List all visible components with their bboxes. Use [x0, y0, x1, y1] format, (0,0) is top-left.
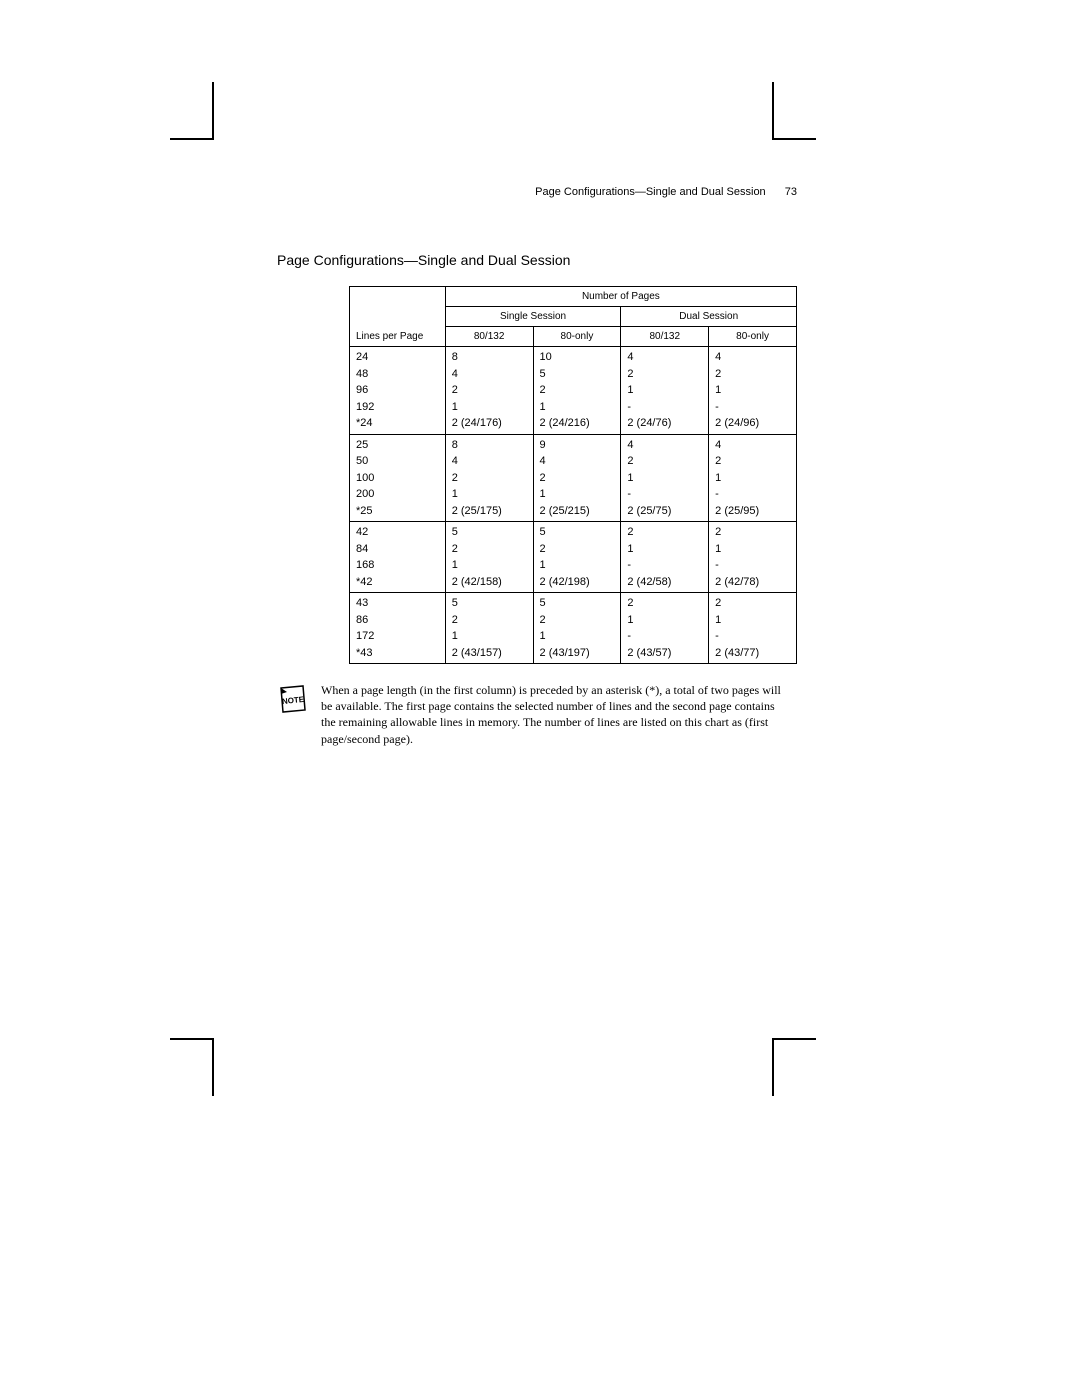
running-header-title: Page Configurations—Single and Dual Sess… [535, 186, 766, 198]
note-text: When a page length (in the first column)… [321, 682, 791, 747]
th-dual-80-only: 80-only [709, 327, 797, 347]
note-block: NOTE When a page length (in the first co… [277, 682, 797, 747]
th-single-80-only: 80-only [533, 327, 621, 347]
th-single-80-132: 80/132 [445, 327, 533, 347]
cell-single-80-only: 9 4 2 1 2 (25/215) [533, 434, 621, 522]
crop-mark-bottom-left [170, 1038, 214, 1096]
th-lines-per-page: Lines per Page [350, 287, 446, 347]
cell-single-80-132: 5 2 1 2 (42/158) [445, 522, 533, 593]
cell-single-80-only: 10 5 2 1 2 (24/216) [533, 347, 621, 435]
page-number: 73 [785, 186, 797, 198]
cell-dual-80-132: 4 2 1 - 2 (24/76) [621, 347, 709, 435]
running-header: Page Configurations—Single and Dual Sess… [277, 186, 797, 198]
crop-mark-top-left [170, 82, 214, 140]
table-row: 24 48 96 192 *248 4 2 1 2 (24/176)10 5 2… [350, 347, 797, 435]
crop-mark-bottom-right [772, 1038, 816, 1096]
cell-lines-per-page: 24 48 96 192 *24 [350, 347, 446, 435]
cell-dual-80-132: 2 1 - 2 (42/58) [621, 522, 709, 593]
crop-mark-top-right [772, 82, 816, 140]
cell-dual-80-132: 2 1 - 2 (43/57) [621, 593, 709, 664]
table-body: 24 48 96 192 *248 4 2 1 2 (24/176)10 5 2… [350, 347, 797, 664]
cell-single-80-132: 5 2 1 2 (43/157) [445, 593, 533, 664]
cell-dual-80-only: 4 2 1 - 2 (24/96) [709, 347, 797, 435]
cell-lines-per-page: 43 86 172 *43 [350, 593, 446, 664]
cell-lines-per-page: 42 84 168 *42 [350, 522, 446, 593]
table-row: 42 84 168 *425 2 1 2 (42/158)5 2 1 2 (42… [350, 522, 797, 593]
th-dual-80-132: 80/132 [621, 327, 709, 347]
cell-lines-per-page: 25 50 100 200 *25 [350, 434, 446, 522]
page-body: Page Configurations—Single and Dual Sess… [277, 186, 797, 747]
cell-dual-80-132: 4 2 1 - 2 (25/75) [621, 434, 709, 522]
th-dual-session: Dual Session [621, 307, 797, 327]
section-title: Page Configurations—Single and Dual Sess… [277, 252, 797, 268]
cell-dual-80-only: 4 2 1 - 2 (25/95) [709, 434, 797, 522]
table-row: 25 50 100 200 *258 4 2 1 2 (25/175)9 4 2… [350, 434, 797, 522]
cell-single-80-132: 8 4 2 1 2 (24/176) [445, 347, 533, 435]
table-row: 43 86 172 *435 2 1 2 (43/157)5 2 1 2 (43… [350, 593, 797, 664]
cell-single-80-132: 8 4 2 1 2 (25/175) [445, 434, 533, 522]
th-single-session: Single Session [445, 307, 621, 327]
note-icon: NOTE [277, 684, 309, 720]
cell-single-80-only: 5 2 1 2 (42/198) [533, 522, 621, 593]
page-config-table: Lines per Page Number of Pages Single Se… [349, 286, 797, 664]
cell-single-80-only: 5 2 1 2 (43/197) [533, 593, 621, 664]
cell-dual-80-only: 2 1 - 2 (43/77) [709, 593, 797, 664]
cell-dual-80-only: 2 1 - 2 (42/78) [709, 522, 797, 593]
th-number-of-pages: Number of Pages [445, 287, 796, 307]
